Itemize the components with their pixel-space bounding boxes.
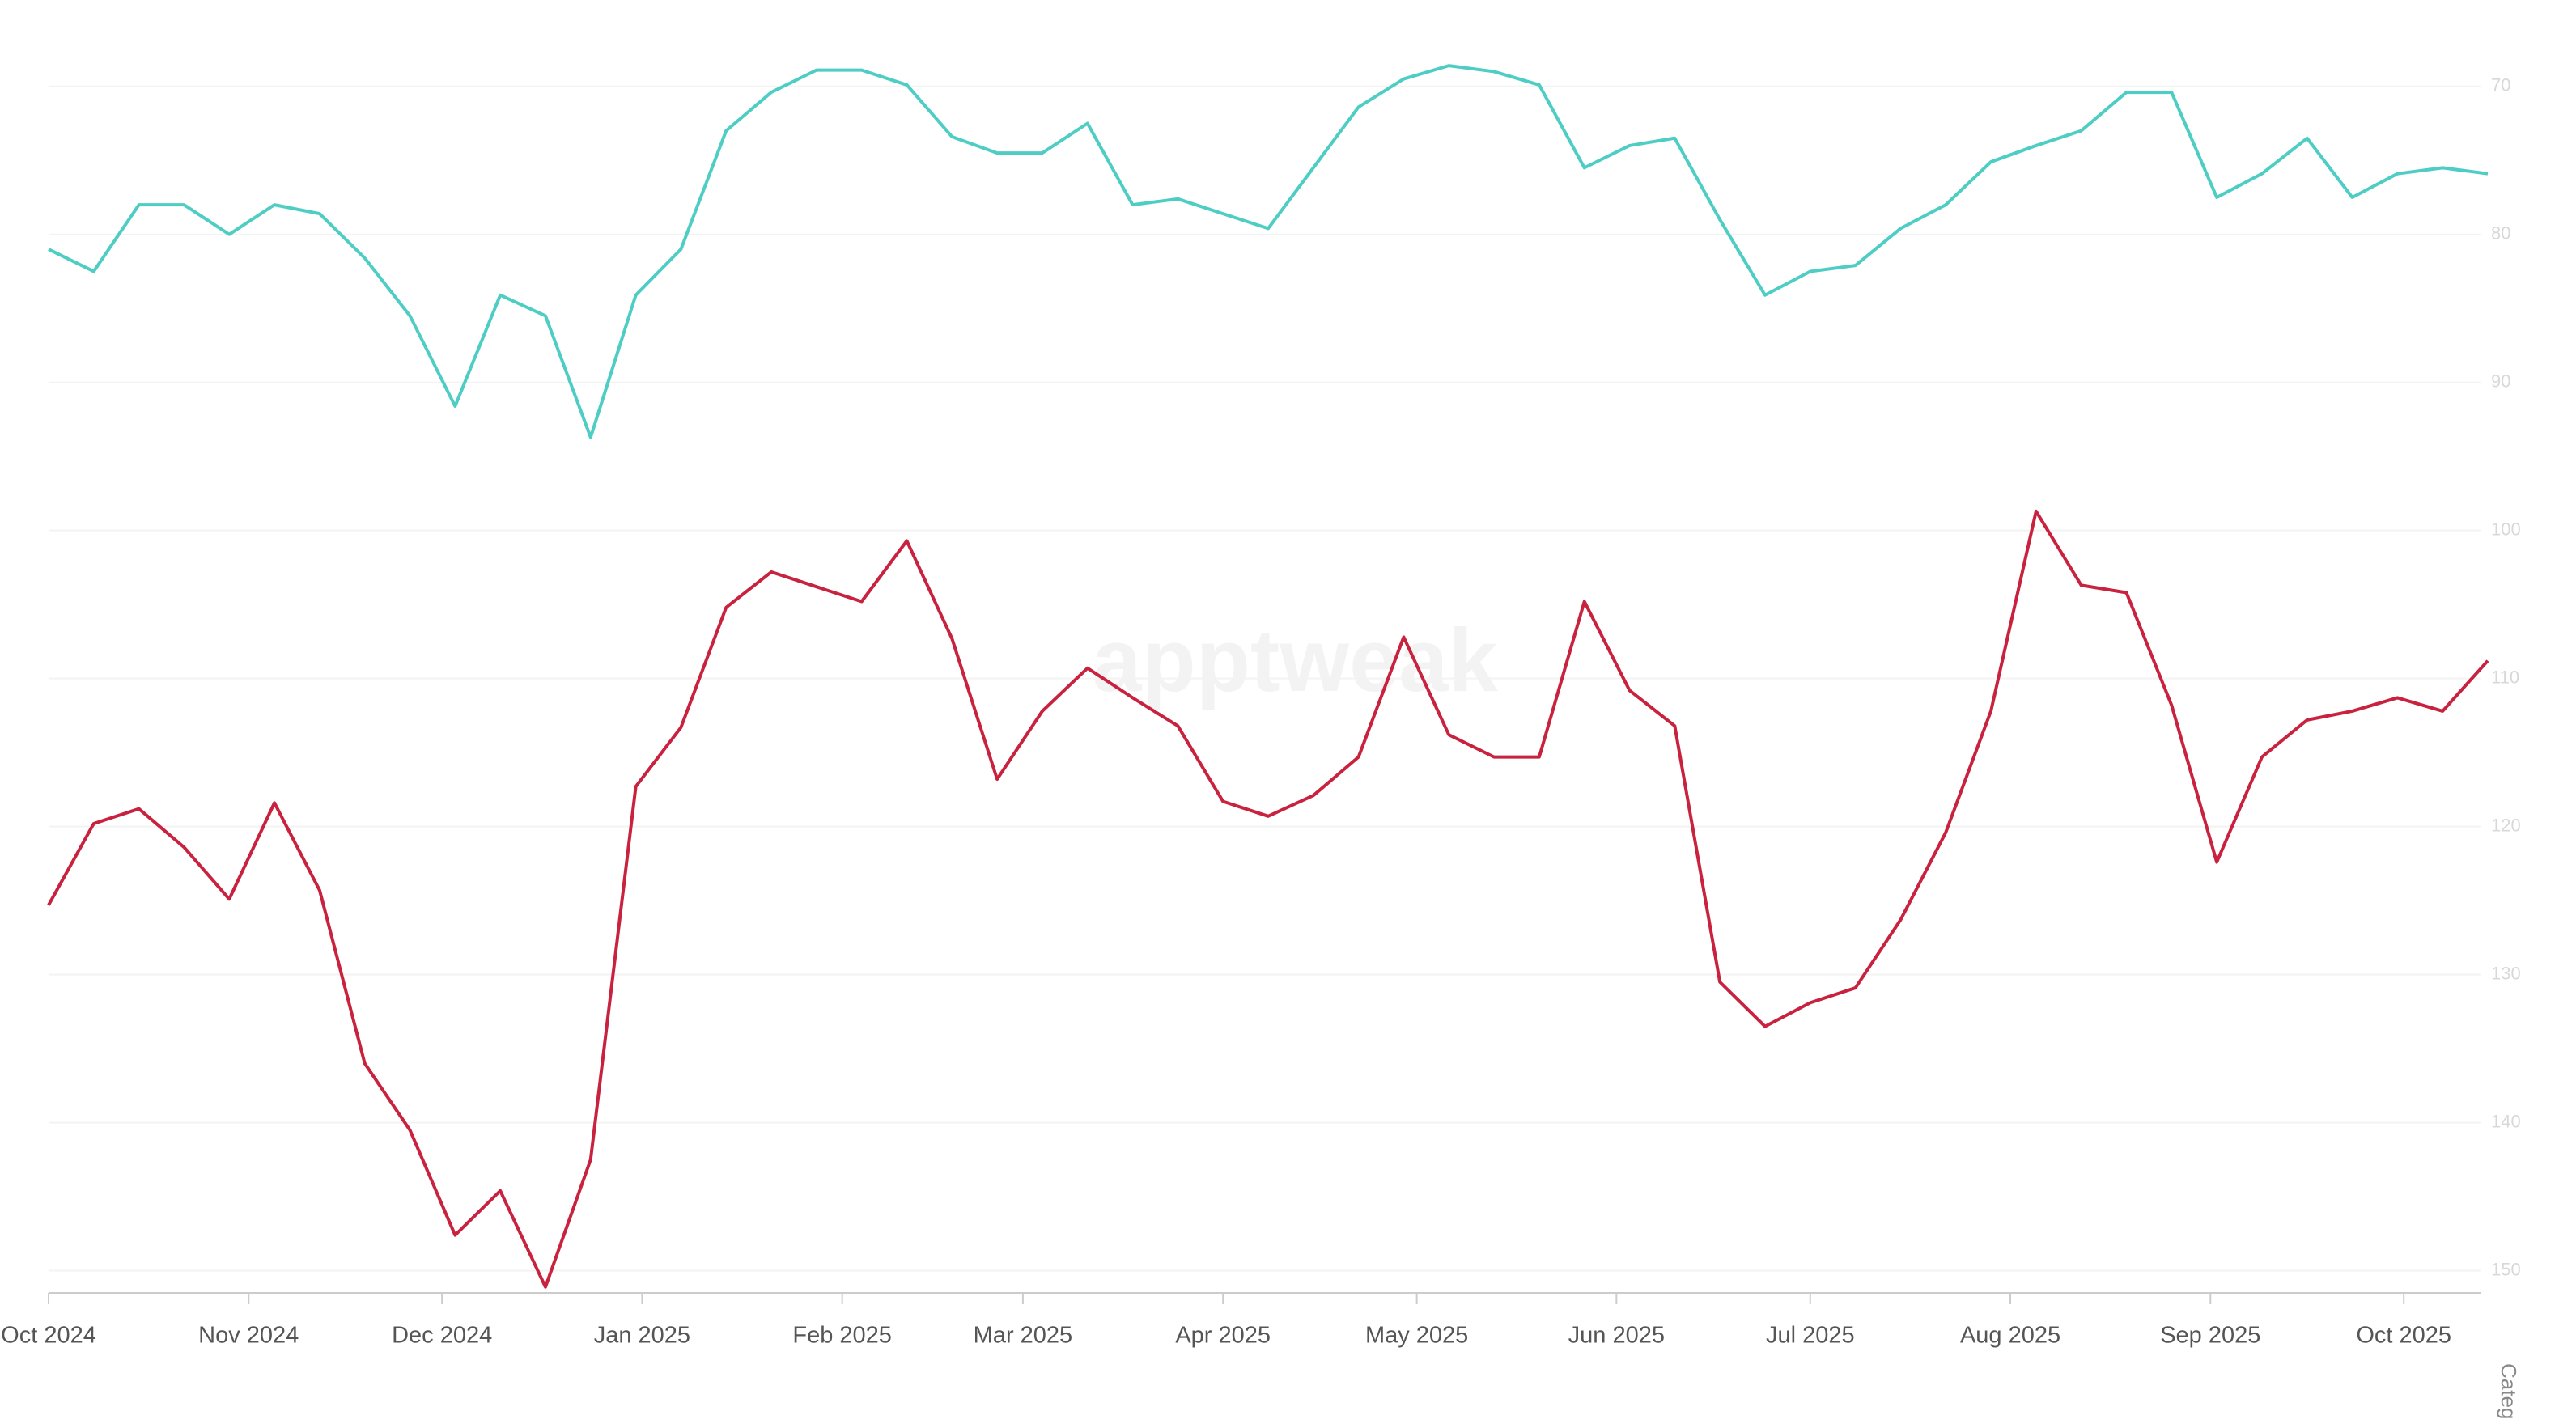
x-tick-label: Feb 2025 [792, 1323, 892, 1349]
x-tick-label: Dec 2024 [392, 1323, 492, 1349]
y-tick-label: 120 [2491, 815, 2521, 835]
y-tick-label: 110 [2491, 667, 2519, 687]
y-tick-label: 140 [2491, 1111, 2521, 1131]
y-tick-label: 130 [2491, 963, 2521, 983]
y-axis-title: Categ [2497, 1363, 2521, 1419]
x-tick-label: Sep 2025 [2160, 1323, 2260, 1349]
watermark: apptweak [1092, 611, 1498, 710]
x-tick-label: Oct 2024 [1, 1323, 96, 1349]
x-tick-label: Apr 2025 [1175, 1323, 1271, 1349]
x-tick-label: Oct 2025 [2356, 1323, 2451, 1349]
x-tick-label: Nov 2024 [198, 1323, 299, 1349]
x-tick-label: Jul 2025 [1766, 1323, 1855, 1349]
x-tick-label: Aug 2025 [1960, 1323, 2060, 1349]
x-tick-label: Mar 2025 [974, 1323, 1073, 1349]
line-series [48, 64, 2489, 439]
y-tick-label: 70 [2491, 75, 2510, 95]
x-tick-label: May 2025 [1365, 1323, 1468, 1349]
line-series [47, 509, 2489, 1289]
y-tick-label: 100 [2491, 519, 2521, 539]
y-tick-label: 90 [2491, 371, 2510, 392]
y-tick-label: 150 [2491, 1259, 2521, 1279]
x-tick-label: Jan 2025 [594, 1323, 690, 1349]
x-tick-label: Jun 2025 [1568, 1323, 1665, 1349]
y-tick-label: 80 [2491, 223, 2510, 244]
